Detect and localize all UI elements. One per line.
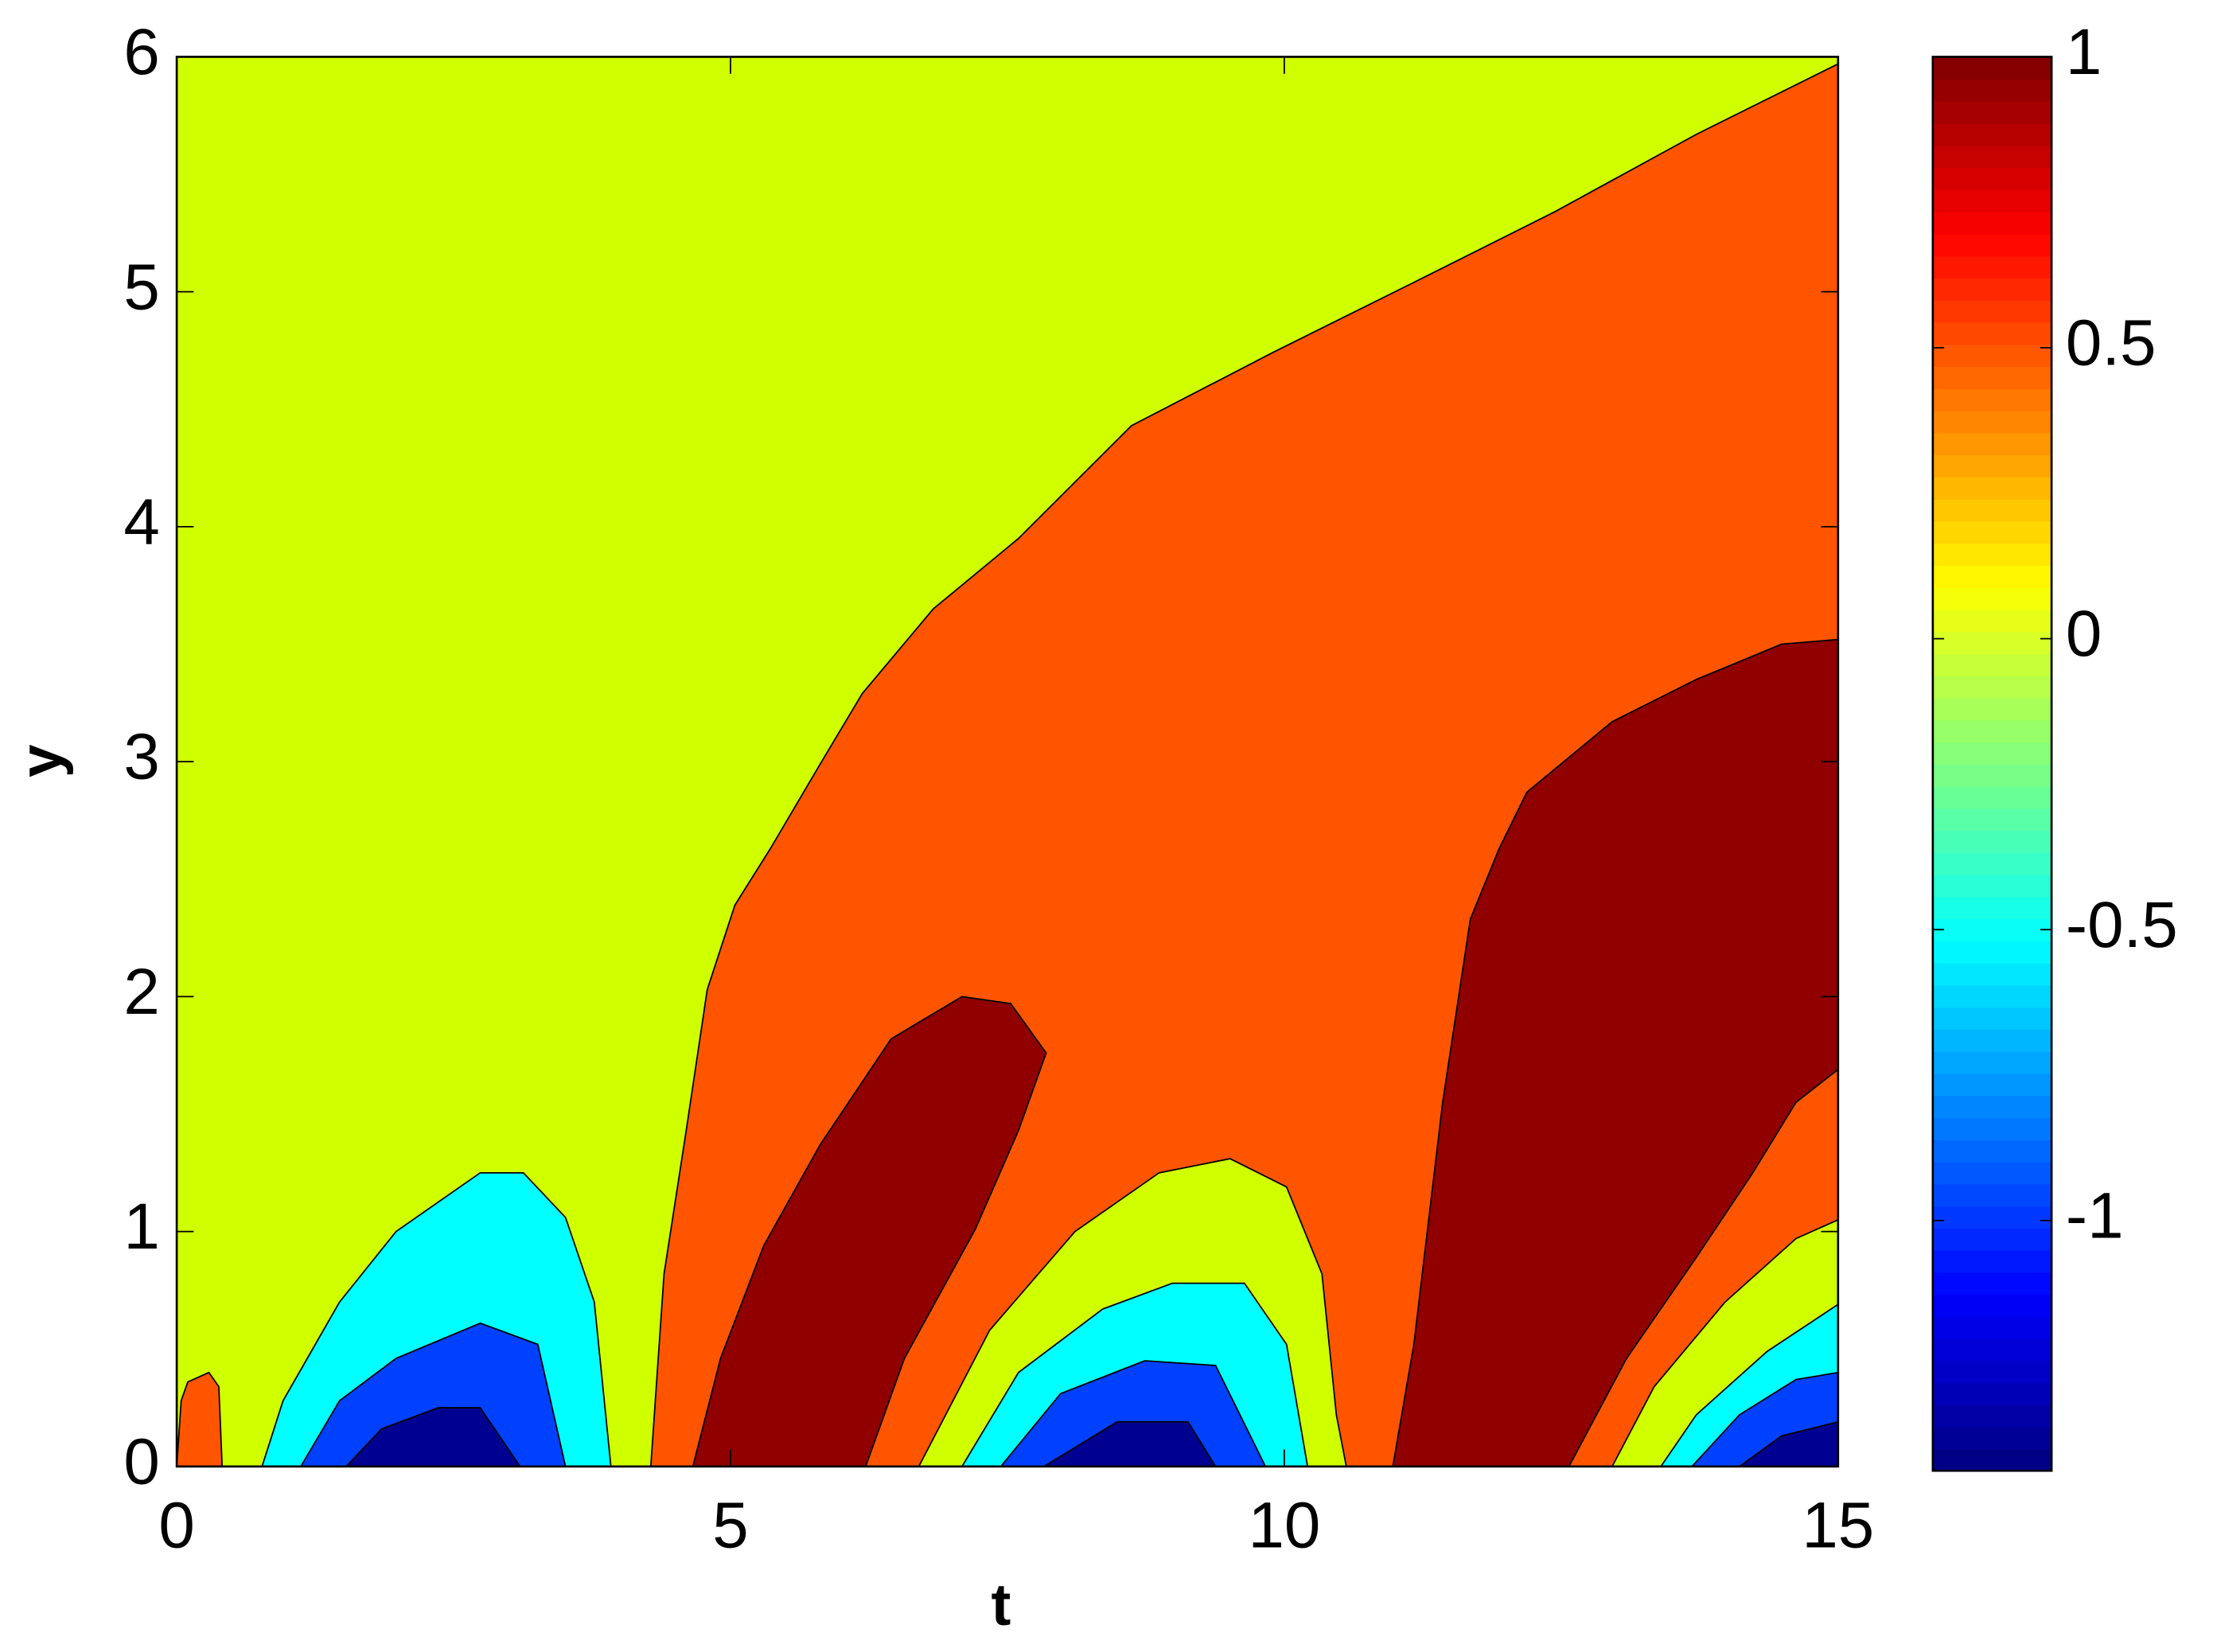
x-tick-label: 5: [712, 1489, 748, 1561]
colorbar-step: [1932, 56, 2052, 80]
colorbar-step: [1932, 830, 2052, 853]
colorbar-tick-label: 0: [2066, 598, 2102, 670]
colorbar-step: [1932, 564, 2052, 588]
y-axis-label: y: [7, 744, 74, 777]
colorbar-step: [1932, 763, 2052, 787]
colorbar-tick-label: 1: [2066, 16, 2102, 88]
y-tick-label: 3: [123, 721, 159, 793]
colorbar-frame: [1931, 56, 2053, 1472]
colorbar-step: [1932, 1382, 2052, 1405]
colorbar-step: [1932, 1183, 2052, 1207]
colorbar-step: [1932, 808, 2052, 832]
colorbar-step: [1932, 1206, 2052, 1229]
colorbar-step: [1932, 874, 2052, 898]
colorbar-step: [1932, 1404, 2052, 1428]
colorbar-step: [1932, 609, 2052, 633]
colorbar-step: [1932, 1338, 2052, 1362]
colorbar-step: [1932, 123, 2052, 146]
colorbar-step: [1932, 432, 2052, 456]
colorbar-step: [1932, 520, 2052, 544]
colorbar-step: [1932, 1227, 2052, 1251]
colorbar-step: [1932, 962, 2052, 986]
colorbar-step: [1932, 1360, 2052, 1384]
colorbar-step: [1932, 145, 2052, 169]
colorbar-step: [1932, 233, 2052, 257]
colorbar-step: [1932, 1161, 2052, 1185]
colorbar-step: [1932, 984, 2052, 1008]
colorbar-step: [1932, 785, 2052, 809]
colorbar-step: [1932, 1073, 2052, 1097]
colorbar-step: [1932, 1117, 2052, 1140]
colorbar-step: [1932, 1448, 2052, 1472]
y-tick-label: 0: [123, 1425, 159, 1498]
colorbar-step: [1932, 940, 2052, 964]
contour-region: [1392, 638, 1839, 1467]
colorbar-step: [1932, 498, 2052, 522]
colorbar-step: [1932, 366, 2052, 389]
colorbar-step: [1932, 100, 2052, 124]
x-tick-label: 0: [158, 1489, 194, 1561]
colorbar-step: [1932, 1426, 2052, 1450]
colorbar-step: [1932, 1249, 2052, 1273]
contour-region: [692, 995, 1047, 1467]
y-tick-label: 2: [123, 956, 159, 1028]
colorbar-tick-label: -0.5: [2066, 889, 2178, 961]
colorbar-step: [1932, 918, 2052, 941]
colorbar-step: [1932, 79, 2052, 103]
y-tick-label: 6: [123, 16, 159, 88]
colorbar-step: [1932, 1294, 2052, 1317]
colorbar-step: [1932, 454, 2052, 477]
colorbar-step: [1932, 321, 2052, 345]
colorbar-step: [1932, 742, 2052, 765]
x-tick-label: 15: [1802, 1489, 1874, 1561]
colorbar-tick-label: -1: [2066, 1179, 2124, 1252]
colorbar-step: [1932, 697, 2052, 721]
colorbar-step: [1932, 189, 2052, 212]
colorbar-step: [1932, 476, 2052, 500]
colorbar-step: [1932, 543, 2052, 567]
colorbar-step: [1932, 719, 2052, 743]
colorbar-step: [1932, 1315, 2052, 1339]
colorbar-step: [1932, 167, 2052, 191]
colorbar-tick-label: 0.5: [2066, 307, 2157, 380]
colorbar-step: [1932, 675, 2052, 699]
colorbar-step: [1932, 653, 2052, 676]
colorbar-step: [1932, 410, 2052, 434]
colorbar-step: [1932, 1272, 2052, 1295]
colorbar-step: [1932, 299, 2052, 323]
colorbar-step: [1932, 1139, 2052, 1163]
colorbar-step: [1932, 278, 2052, 301]
colorbar-step: [1932, 255, 2052, 279]
colorbar-step: [1932, 1028, 2052, 1052]
colorbar-step: [1932, 586, 2052, 610]
y-tick-label: 1: [123, 1190, 159, 1263]
x-tick-label: 10: [1248, 1489, 1320, 1561]
colorbar-step: [1932, 388, 2052, 411]
colorbar-step: [1932, 851, 2052, 875]
y-tick-label: 5: [123, 251, 159, 323]
colorbar-step: [1932, 631, 2052, 655]
colorbar-step: [1932, 896, 2052, 920]
y-tick-label: 4: [123, 486, 159, 559]
colorbar-step: [1932, 1095, 2052, 1119]
colorbar-step: [1932, 1050, 2052, 1074]
x-axis-label: t: [992, 1571, 1011, 1638]
colorbar-step: [1932, 344, 2052, 368]
colorbar-step: [1932, 211, 2052, 235]
colorbar-step: [1932, 1007, 2052, 1031]
